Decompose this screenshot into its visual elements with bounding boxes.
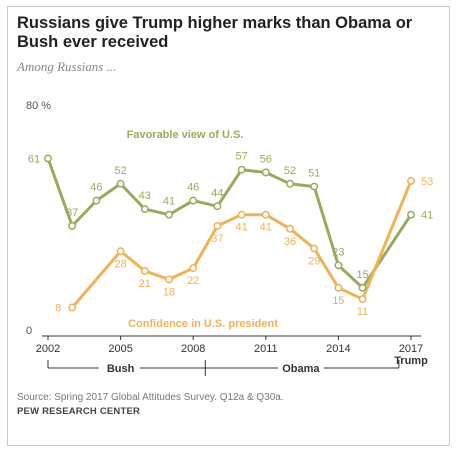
- data-label-confidence: 22: [187, 275, 199, 287]
- data-point-favorable: [358, 283, 367, 292]
- data-point-confidence: [189, 264, 198, 273]
- y-tick-label-top: 80 %: [26, 100, 51, 112]
- data-label-favorable: 61: [28, 153, 40, 165]
- x-tick-label: 2017: [399, 343, 423, 355]
- series-label-confidence: Confidence in U.S. president: [128, 318, 278, 330]
- data-point-confidence: [165, 275, 173, 284]
- data-point-favorable: [92, 196, 101, 205]
- data-label-confidence: 18: [163, 286, 175, 298]
- x-tick-label: 2005: [108, 343, 132, 355]
- data-point-favorable: [213, 202, 222, 211]
- data-point-confidence: [310, 244, 319, 253]
- data-point-confidence: [68, 303, 77, 312]
- data-label-favorable: 57: [235, 151, 247, 163]
- data-point-confidence: [213, 221, 222, 230]
- data-point-favorable: [68, 221, 77, 230]
- axis-layer: 80 % 0 2002 2005 2008 2011 2014 2017 Bush Obama Tr…: [26, 100, 428, 376]
- data-point-favorable: [407, 210, 415, 219]
- data-label-confidence: 41: [260, 222, 272, 234]
- data-label-favorable: 52: [284, 165, 296, 177]
- data-label-favorable: 46: [187, 182, 199, 194]
- data-label-favorable: 23: [332, 246, 344, 258]
- credit-line: PEW RESEARCH CENTER: [17, 406, 141, 417]
- data-label-confidence: 11: [357, 306, 368, 318]
- data-label-favorable: 44: [211, 187, 223, 199]
- x-tick-label: 2011: [254, 343, 278, 355]
- data-label-confidence: 28: [114, 258, 126, 270]
- data-point-favorable: [286, 179, 294, 188]
- data-label-confidence: 41: [235, 222, 247, 234]
- data-point-confidence: [358, 295, 367, 304]
- president-label-trump: Trump: [394, 355, 428, 367]
- data-label-confidence: 8: [55, 303, 61, 315]
- data-label-confidence: 21: [139, 278, 151, 290]
- series-points: [44, 154, 415, 312]
- data-point-favorable: [237, 165, 246, 174]
- data-point-favorable: [44, 154, 52, 163]
- data-label-confidence: 15: [332, 295, 344, 307]
- data-label-favorable: 46: [90, 182, 102, 194]
- data-point-confidence: [237, 210, 246, 219]
- chart-subtitle: Among Russians ...: [17, 59, 117, 74]
- data-label-favorable: 51: [308, 168, 320, 180]
- data-point-favorable: [261, 168, 270, 177]
- data-label-confidence: 29: [308, 255, 320, 267]
- data-label-confidence: 37: [211, 233, 223, 245]
- data-point-confidence: [261, 210, 270, 219]
- y-tick-label-zero: 0: [26, 325, 32, 337]
- data-point-confidence: [407, 176, 415, 185]
- source-note: Source: Spring 2017 Global Attitudes Sur…: [17, 392, 284, 403]
- chart-title: Russians give Trump higher marks than Ob…: [17, 14, 413, 51]
- data-point-favorable: [165, 210, 173, 219]
- x-tick-label: 2008: [181, 343, 205, 355]
- data-label-confidence: 53: [421, 176, 433, 188]
- president-label-obama: Obama: [282, 363, 320, 375]
- data-labels: 61 37 46 52 43 41 46 44 57 56 52 51 23 15 41 8 28 21 18 22 3…: [28, 129, 433, 330]
- series-label-favorable: Favorable view of U.S.: [127, 129, 244, 141]
- data-label-favorable: 52: [114, 165, 126, 177]
- data-point-confidence: [116, 247, 125, 256]
- data-point-favorable: [116, 179, 125, 188]
- data-point-favorable: [140, 205, 149, 214]
- data-point-favorable: [334, 261, 343, 270]
- data-point-favorable: [189, 196, 198, 205]
- data-label-favorable: 37: [66, 207, 78, 219]
- x-tick-label: 2002: [36, 343, 60, 355]
- data-label-favorable: 15: [356, 269, 368, 281]
- x-tick-label: 2014: [326, 343, 350, 355]
- president-label-bush: Bush: [107, 363, 135, 375]
- data-label-favorable: 56: [260, 154, 272, 166]
- data-label-favorable: 41: [163, 196, 175, 208]
- data-label-favorable: 41: [421, 210, 433, 222]
- data-label-confidence: 36: [284, 236, 296, 248]
- data-point-confidence: [140, 266, 149, 275]
- data-label-favorable: 43: [139, 190, 151, 202]
- chart-frame: [7, 6, 450, 446]
- data-point-confidence: [286, 224, 294, 233]
- data-point-confidence: [334, 283, 343, 292]
- data-point-favorable: [310, 182, 319, 191]
